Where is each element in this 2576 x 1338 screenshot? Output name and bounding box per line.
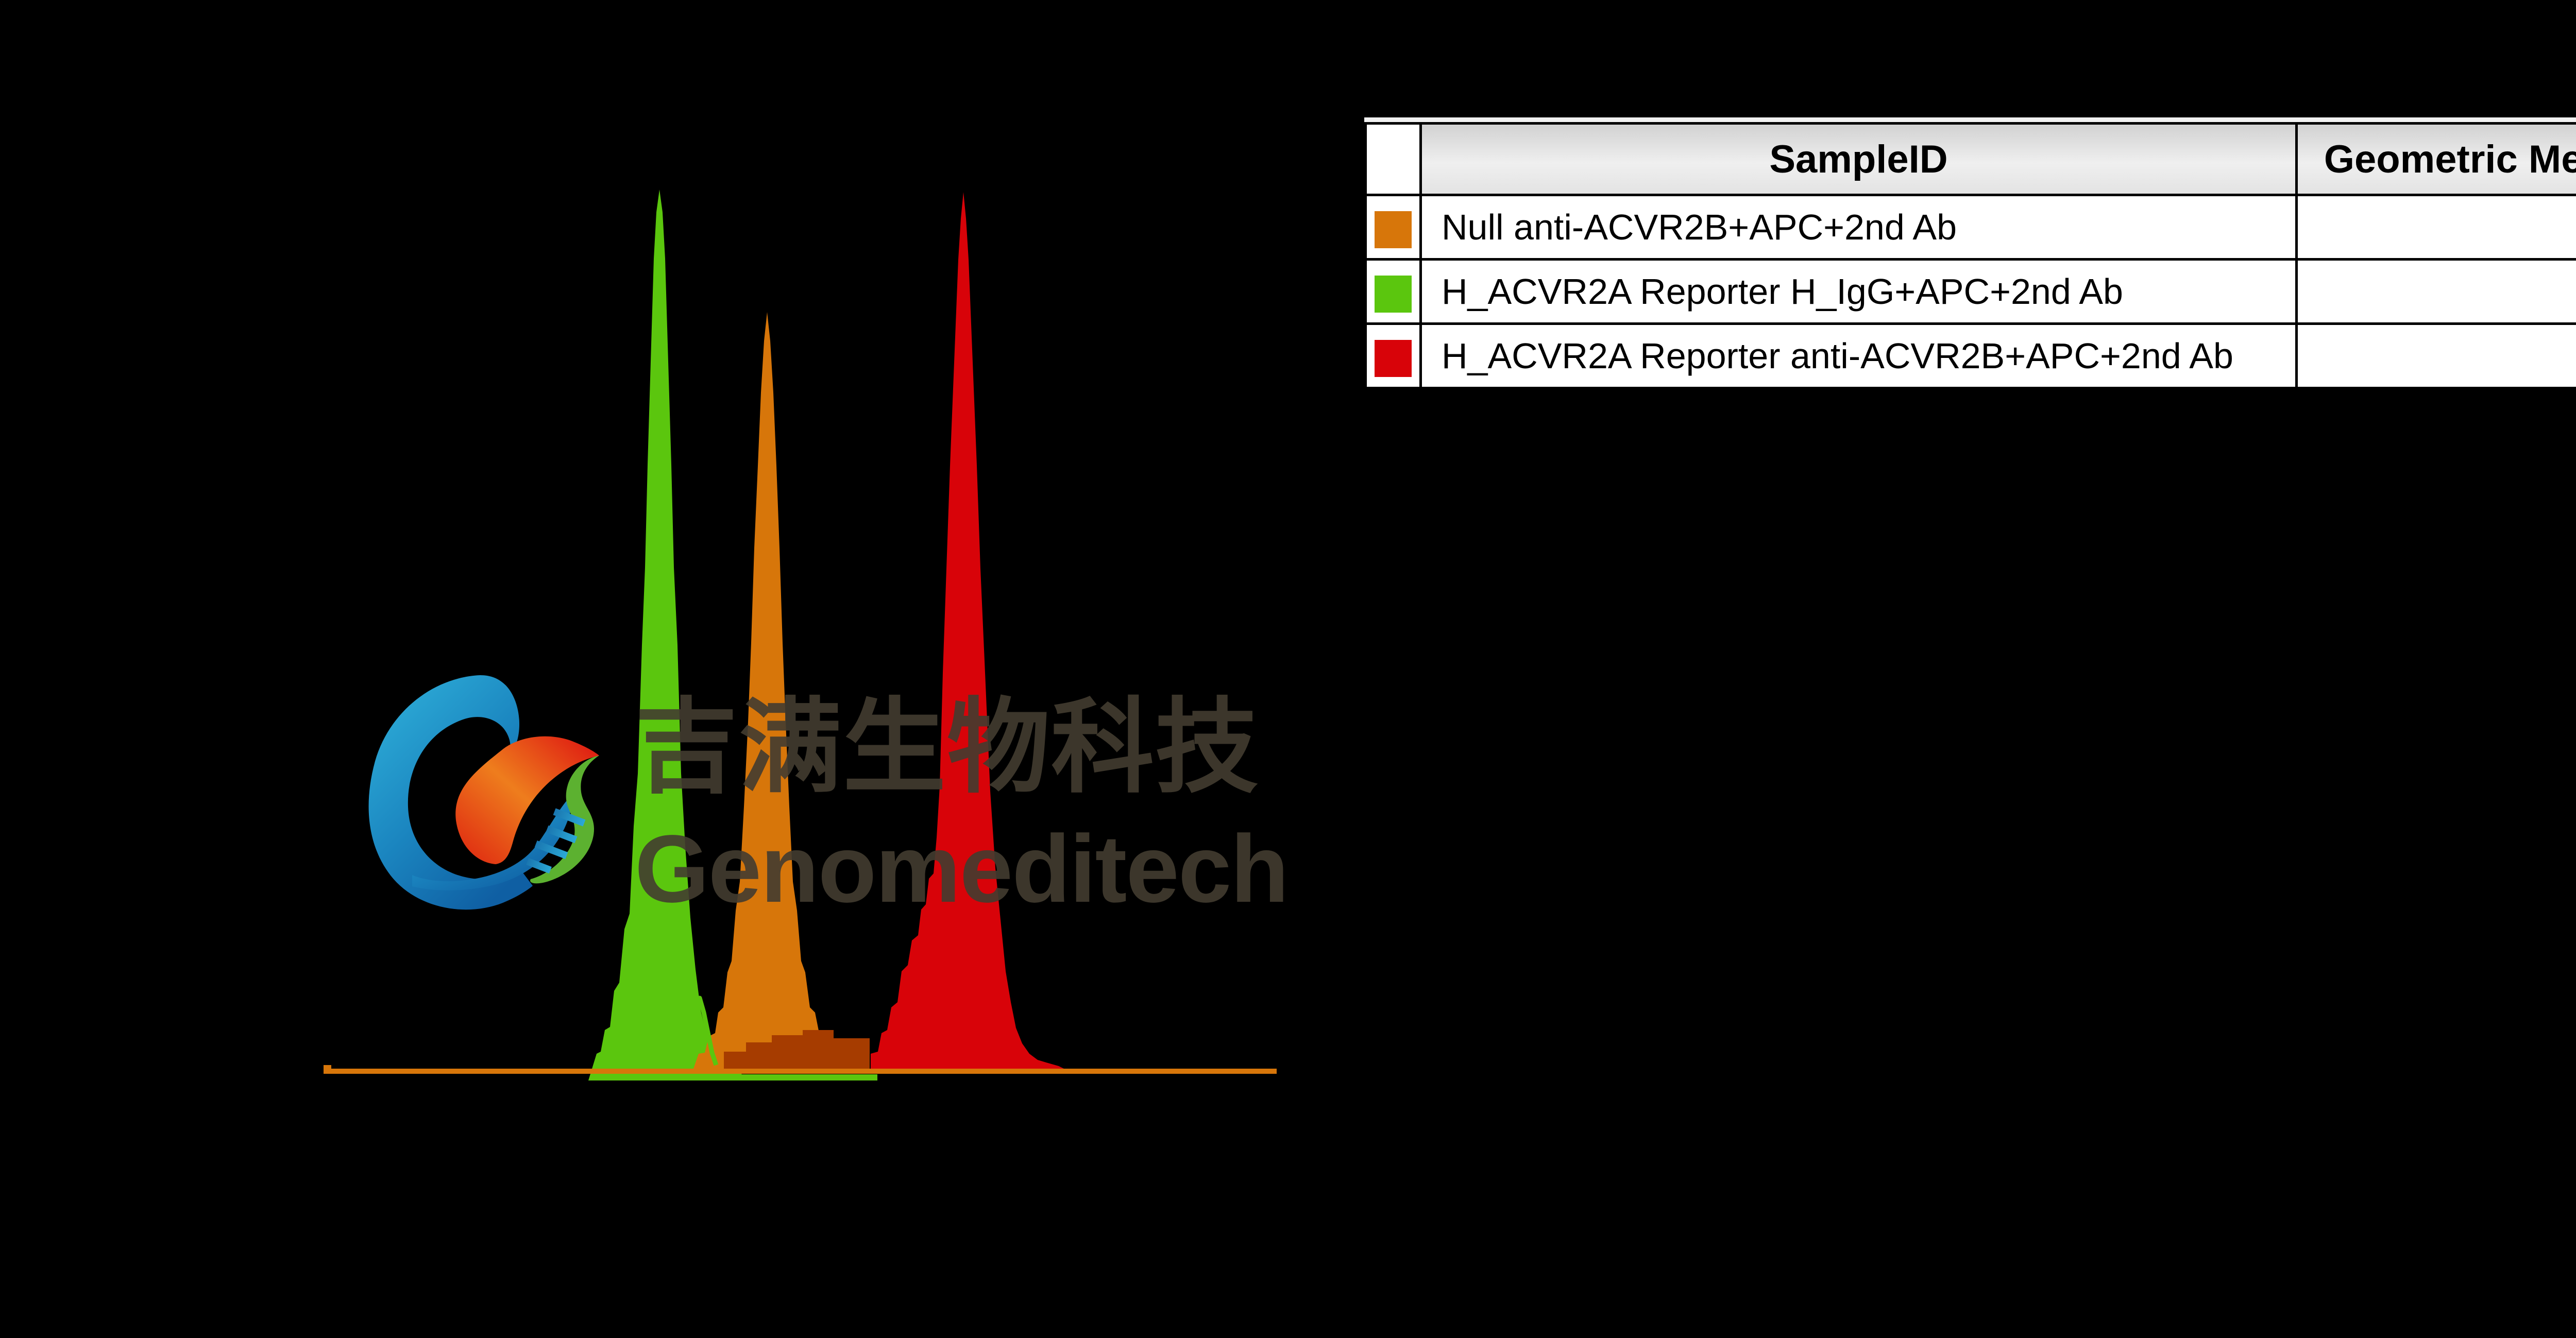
geometric-mean-value: 2274: [2295, 258, 2576, 325]
sample-id-label: H_ACVR2A Reporter H_IgG+APC+2nd Ab: [1419, 258, 2298, 325]
green-tail-outline: [684, 996, 719, 1066]
legend-header-metric: Geometric Mean : FL11-H: [2295, 122, 2576, 196]
dna-rungs-icon: [526, 808, 586, 874]
geometric-mean-value: 23401: [2295, 194, 2576, 261]
legend-row-igg-control: H_ACVR2A Reporter H_IgG+APC+2nd Ab 2274: [1364, 258, 2576, 325]
geometric-mean-value: 1.48E6: [2295, 322, 2576, 389]
legend-header-sampleid: SampleID: [1419, 122, 2298, 196]
red-series-swatch: [1375, 339, 1412, 377]
blue-swirl-shape: [368, 675, 533, 910]
red-histogram-area: [871, 192, 1079, 1069]
legend-row-null-sample: Null anti-ACVR2B+APC+2nd Ab 23401: [1364, 194, 2576, 261]
legend-table-top-strip: [1364, 117, 2576, 122]
series-swatch-cell: [1364, 258, 1422, 325]
red-flame-shape: [455, 736, 599, 864]
legend-row-reporter-sample: H_ACVR2A Reporter anti-ACVR2B+APC+2nd Ab…: [1364, 322, 2576, 389]
series-swatch-cell: [1364, 322, 1422, 389]
watermark-en-text: Genomeditech: [635, 816, 1289, 922]
blue-dna-strand-shape: [412, 792, 576, 890]
orange-series-swatch: [1375, 211, 1412, 248]
series-swatch-cell: [1364, 194, 1422, 261]
legend-corner-cell: [1364, 122, 1422, 196]
overlap-steps-area: [724, 1030, 870, 1069]
sample-id-label: Null anti-ACVR2B+APC+2nd Ab: [1419, 194, 2298, 261]
green-ribbon-shape: [530, 756, 599, 884]
green-series-swatch: [1375, 275, 1412, 313]
green-histogram-area: [588, 190, 877, 1080]
watermark-cn-text: 吉满生物科技: [635, 690, 1260, 805]
legend-table-wrap: SampleID Geometric Mean : FL11-H Null an…: [1364, 117, 2576, 389]
genomeditech-logo: [368, 675, 599, 910]
sample-id-label: H_ACVR2A Reporter anti-ACVR2B+APC+2nd Ab: [1419, 322, 2298, 389]
legend-header-row: SampleID Geometric Mean : FL11-H: [1364, 122, 2576, 196]
legend-table: SampleID Geometric Mean : FL11-H Null an…: [1364, 122, 2576, 389]
